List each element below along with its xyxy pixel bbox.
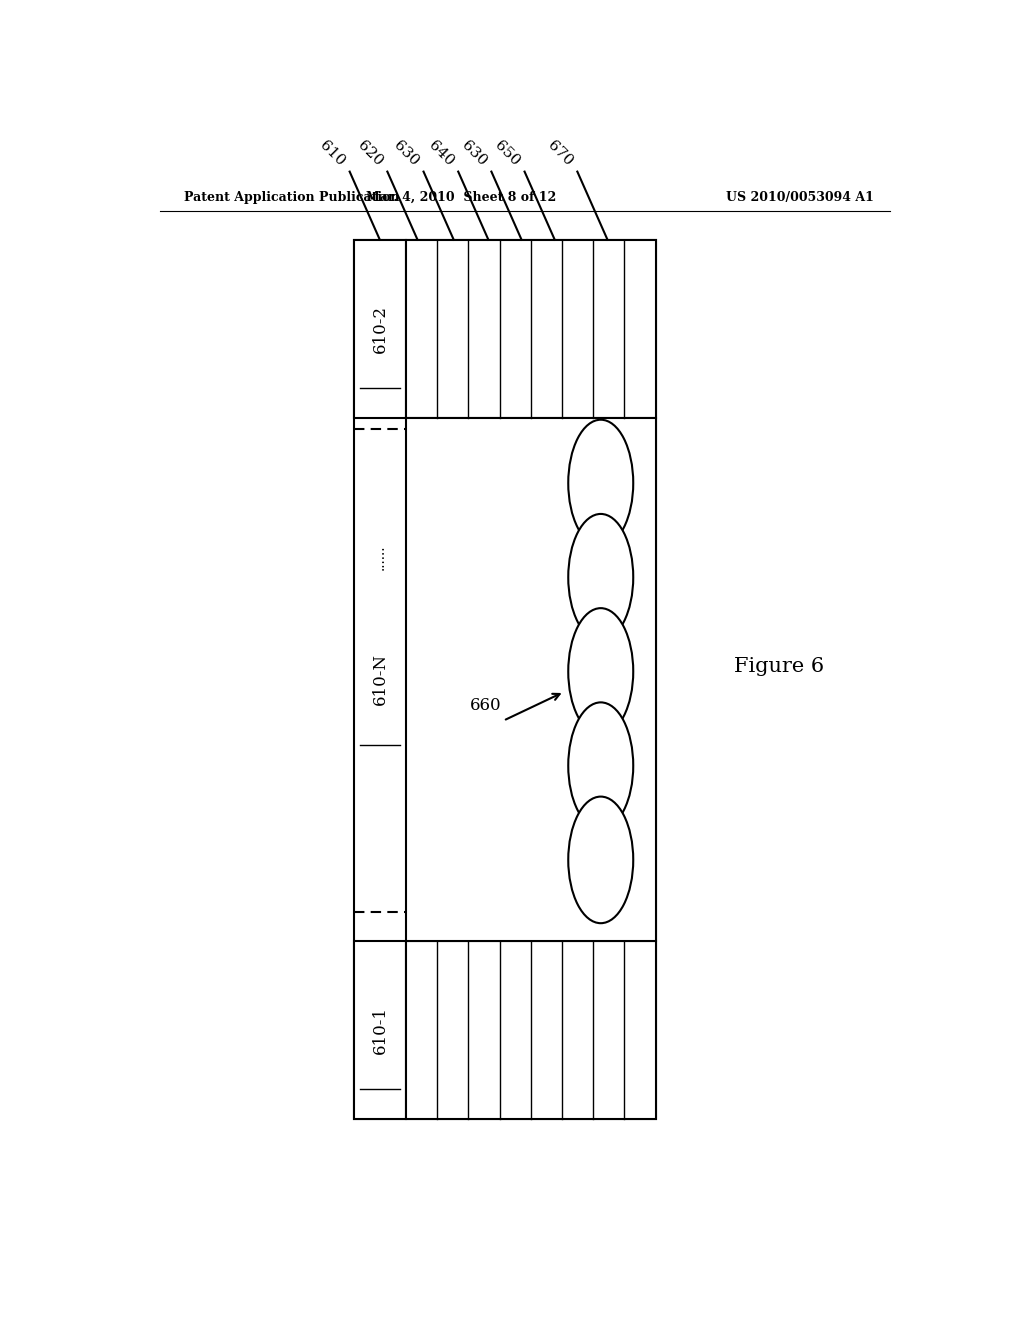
Bar — [354, 240, 406, 417]
Text: 610-N: 610-N — [372, 653, 388, 705]
Ellipse shape — [568, 420, 633, 546]
Bar — [406, 417, 655, 941]
Text: ......: ...... — [373, 545, 387, 570]
Text: Figure 6: Figure 6 — [733, 657, 824, 676]
Ellipse shape — [568, 796, 633, 923]
Text: 610-2: 610-2 — [372, 305, 388, 352]
Text: Patent Application Publication: Patent Application Publication — [183, 190, 399, 203]
Text: 630: 630 — [391, 139, 421, 169]
Bar — [354, 240, 655, 1119]
Text: 660: 660 — [470, 697, 502, 714]
Text: 650: 650 — [492, 139, 522, 169]
Bar — [406, 240, 655, 417]
Ellipse shape — [568, 702, 633, 829]
Text: 630: 630 — [459, 139, 489, 169]
Text: 640: 640 — [425, 139, 456, 169]
Text: 610: 610 — [316, 139, 347, 169]
Text: 620: 620 — [354, 139, 385, 169]
Ellipse shape — [568, 609, 633, 735]
Bar — [354, 941, 406, 1119]
Text: Mar. 4, 2010  Sheet 8 of 12: Mar. 4, 2010 Sheet 8 of 12 — [367, 190, 556, 203]
Text: 670: 670 — [545, 139, 575, 169]
Ellipse shape — [568, 513, 633, 640]
Text: US 2010/0053094 A1: US 2010/0053094 A1 — [726, 190, 873, 203]
Text: 610-1: 610-1 — [372, 1006, 388, 1053]
Bar — [406, 941, 655, 1119]
